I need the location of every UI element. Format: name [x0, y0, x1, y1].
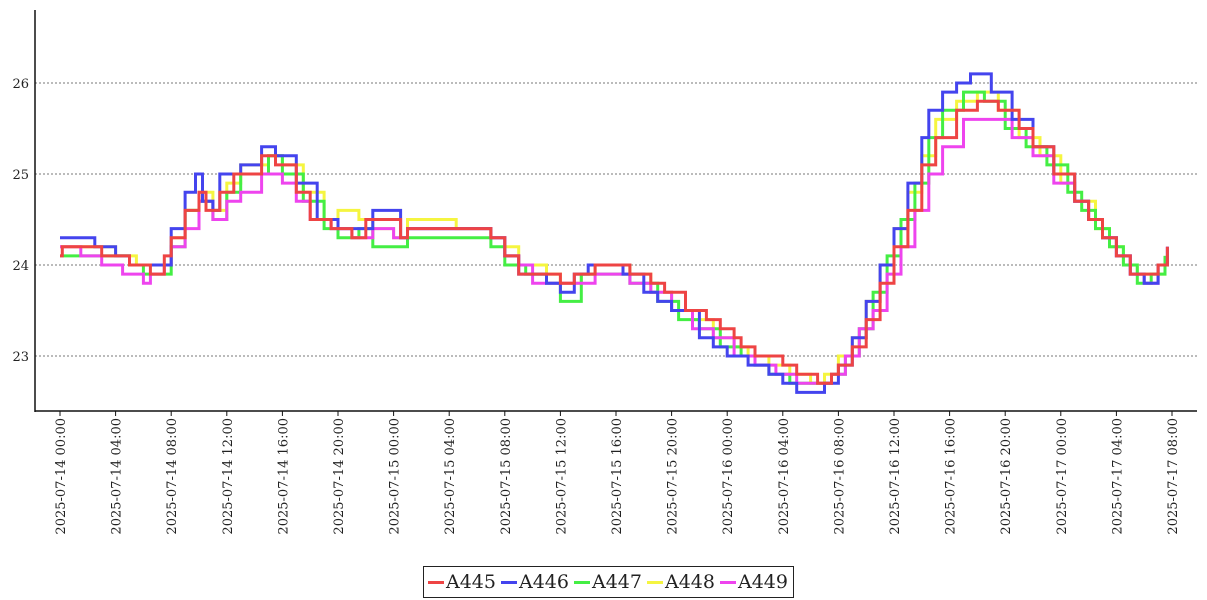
x-tick-label: 2025-07-14 16:00 [276, 418, 291, 535]
x-tick-label: 2025-07-17 00:00 [1055, 418, 1070, 535]
y-tick-label: 25 [12, 168, 29, 183]
legend-item: A448 [645, 571, 715, 593]
x-tick-label: 2025-07-16 08:00 [832, 418, 847, 535]
legend-swatch [720, 580, 736, 584]
x-tick-label: 2025-07-15 20:00 [666, 418, 681, 535]
x-tick-label: 2025-07-14 08:00 [165, 418, 180, 535]
y-tick-label: 26 [12, 77, 29, 92]
x-tick-label: 2025-07-14 04:00 [110, 418, 125, 535]
x-tick-label: 2025-07-15 04:00 [443, 418, 458, 535]
x-tick-label: 2025-07-16 04:00 [777, 418, 792, 535]
x-tick-label: 2025-07-14 00:00 [54, 418, 69, 535]
x-tick-label: 2025-07-15 00:00 [388, 418, 403, 535]
series-lines [60, 72, 1169, 394]
legend-item: A447 [572, 571, 642, 593]
x-tick-label: 2025-07-16 12:00 [888, 418, 903, 535]
x-tick-label: 2025-07-15 12:00 [554, 418, 569, 535]
series-line-a445 [60, 99, 1169, 385]
x-tick-label: 2025-07-15 16:00 [610, 418, 625, 535]
legend-swatch [647, 580, 663, 584]
x-tick-label: 2025-07-14 12:00 [221, 418, 236, 535]
legend-swatch [428, 580, 444, 584]
x-tick-label: 2025-07-16 16:00 [944, 418, 959, 535]
x-tick-label: 2025-07-17 08:00 [1166, 418, 1181, 535]
y-tick-label: 23 [12, 350, 29, 365]
legend-swatch [574, 580, 590, 584]
legend-label: A448 [665, 571, 715, 593]
series-line-a447 [60, 90, 1167, 385]
x-tick-labels: 2025-07-14 00:00 2025-07-14 04:00 2025-07-… [54, 411, 1181, 535]
grid-lines [35, 82, 1197, 357]
legend: A445 A446 A447 A448 A449 [423, 566, 794, 598]
legend-label: A446 [519, 571, 569, 593]
legend-item: A449 [718, 571, 788, 593]
x-tick-label: 2025-07-16 00:00 [721, 418, 736, 535]
x-tick-label: 2025-07-14 20:00 [332, 418, 347, 535]
legend-swatch [501, 580, 517, 584]
legend-item: A446 [499, 571, 569, 593]
legend-label: A449 [738, 571, 788, 593]
y-tick-labels: 23 24 25 26 [12, 77, 29, 365]
series-line-a449 [60, 117, 1169, 385]
x-tick-label: 2025-07-15 08:00 [499, 418, 514, 535]
legend-label: A447 [592, 571, 642, 593]
legend-item: A445 [426, 571, 496, 593]
x-tick-label: 2025-07-16 20:00 [999, 418, 1014, 535]
x-tick-label: 2025-07-17 04:00 [1110, 418, 1125, 535]
series-line-a448 [60, 90, 1167, 385]
legend-label: A445 [446, 571, 496, 593]
series-line-a446 [60, 72, 1169, 394]
y-tick-label: 24 [12, 259, 29, 274]
